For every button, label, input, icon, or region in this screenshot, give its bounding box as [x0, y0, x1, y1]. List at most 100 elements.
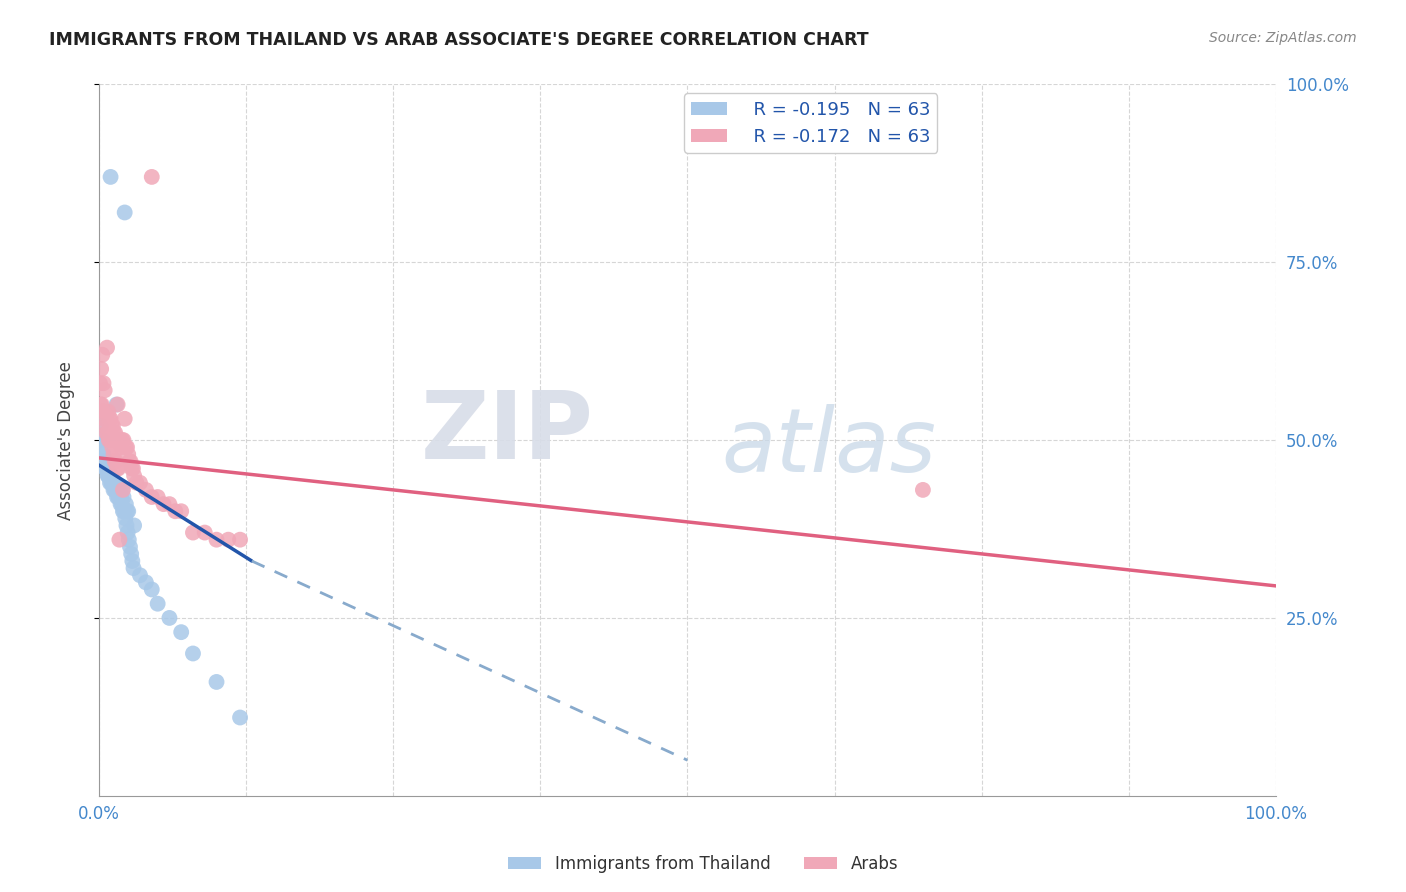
- Point: [110, 497, 132, 511]
- Point: [104, 475, 127, 490]
- Point: [141, 582, 163, 597]
- Point: [91, 447, 114, 461]
- Point: [101, 475, 124, 490]
- Point: [105, 398, 128, 412]
- Point: [90, 398, 112, 412]
- Point: [122, 461, 145, 475]
- Point: [96, 461, 118, 475]
- Point: [111, 483, 134, 497]
- Point: [111, 433, 134, 447]
- Point: [117, 447, 139, 461]
- Point: [101, 418, 124, 433]
- Legend:   R = -0.195   N = 63,   R = -0.172   N = 63: R = -0.195 N = 63, R = -0.172 N = 63: [683, 94, 938, 153]
- Point: [91, 348, 114, 362]
- Point: [114, 511, 136, 525]
- Point: [205, 533, 228, 547]
- Point: [104, 483, 127, 497]
- Point: [229, 533, 252, 547]
- Point: [104, 425, 127, 440]
- Point: [159, 497, 181, 511]
- Point: [93, 447, 115, 461]
- Point: [104, 454, 127, 468]
- Point: [194, 525, 217, 540]
- Point: [135, 575, 157, 590]
- Point: [91, 433, 114, 447]
- Point: [100, 411, 122, 425]
- Point: [96, 341, 118, 355]
- Point: [93, 454, 115, 468]
- Point: [118, 540, 141, 554]
- Point: [101, 440, 124, 454]
- Point: [117, 525, 139, 540]
- Point: [181, 647, 204, 661]
- Point: [107, 483, 129, 497]
- Point: [100, 475, 122, 490]
- Point: [115, 440, 138, 454]
- Point: [90, 433, 112, 447]
- Point: [104, 483, 127, 497]
- Point: [108, 483, 131, 497]
- Point: [129, 568, 152, 582]
- Text: IMMIGRANTS FROM THAILAND VS ARAB ASSOCIATE'S DEGREE CORRELATION CHART: IMMIGRANTS FROM THAILAND VS ARAB ASSOCIA…: [49, 31, 869, 49]
- Point: [108, 490, 131, 504]
- Point: [96, 425, 118, 440]
- Point: [112, 504, 135, 518]
- Point: [205, 675, 228, 690]
- Point: [114, 411, 136, 425]
- Point: [181, 525, 204, 540]
- Point: [108, 533, 131, 547]
- Point: [97, 425, 120, 440]
- Point: [98, 411, 121, 425]
- Point: [911, 483, 934, 497]
- Point: [91, 404, 114, 418]
- Point: [107, 461, 129, 475]
- Point: [120, 454, 142, 468]
- Point: [111, 483, 134, 497]
- Text: atlas: atlas: [721, 404, 936, 491]
- Point: [94, 461, 117, 475]
- Point: [121, 554, 143, 568]
- Point: [217, 533, 239, 547]
- Point: [170, 625, 193, 640]
- Point: [94, 418, 117, 433]
- Point: [100, 468, 122, 483]
- Point: [111, 497, 134, 511]
- Point: [90, 362, 112, 376]
- Point: [170, 504, 193, 518]
- Point: [97, 468, 120, 483]
- Point: [101, 475, 124, 490]
- Text: Source: ZipAtlas.com: Source: ZipAtlas.com: [1209, 31, 1357, 45]
- Point: [146, 490, 169, 504]
- Point: [105, 490, 128, 504]
- Point: [103, 425, 125, 440]
- Point: [125, 475, 148, 490]
- Point: [97, 433, 120, 447]
- Point: [135, 483, 157, 497]
- Point: [111, 504, 134, 518]
- Point: [90, 398, 112, 412]
- Point: [90, 418, 112, 433]
- Point: [122, 468, 145, 483]
- Point: [146, 597, 169, 611]
- Point: [112, 490, 135, 504]
- Point: [94, 404, 117, 418]
- Point: [93, 376, 115, 391]
- Point: [104, 454, 127, 468]
- Point: [96, 461, 118, 475]
- Point: [98, 468, 121, 483]
- Point: [94, 461, 117, 475]
- Text: ZIP: ZIP: [420, 387, 593, 479]
- Point: [93, 384, 115, 398]
- Point: [115, 504, 138, 518]
- Point: [115, 440, 138, 454]
- Point: [229, 710, 252, 724]
- Point: [103, 475, 125, 490]
- Point: [121, 461, 143, 475]
- Point: [105, 461, 128, 475]
- Point: [105, 433, 128, 447]
- Point: [107, 483, 129, 497]
- Point: [120, 547, 142, 561]
- Point: [165, 504, 187, 518]
- Point: [98, 433, 121, 447]
- Point: [141, 490, 163, 504]
